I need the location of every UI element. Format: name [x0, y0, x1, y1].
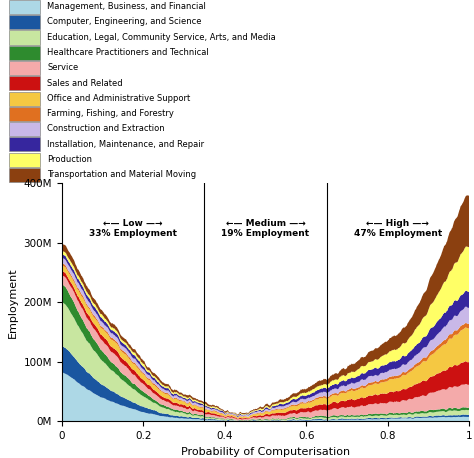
Text: Healthcare Practitioners and Technical: Healthcare Practitioners and Technical [47, 48, 209, 57]
FancyBboxPatch shape [9, 168, 40, 182]
FancyBboxPatch shape [9, 31, 40, 44]
Text: Computer, Engineering, and Science: Computer, Engineering, and Science [47, 17, 202, 27]
Text: Production: Production [47, 155, 92, 164]
FancyBboxPatch shape [9, 107, 40, 121]
FancyBboxPatch shape [9, 76, 40, 90]
Text: Office and Administrative Support: Office and Administrative Support [47, 94, 191, 103]
FancyBboxPatch shape [9, 153, 40, 167]
FancyBboxPatch shape [9, 61, 40, 75]
Text: Installation, Maintenance, and Repair: Installation, Maintenance, and Repair [47, 140, 204, 148]
FancyBboxPatch shape [9, 0, 40, 14]
FancyBboxPatch shape [9, 92, 40, 106]
FancyBboxPatch shape [9, 46, 40, 60]
Text: Sales and Related: Sales and Related [47, 79, 123, 87]
Y-axis label: Employment: Employment [8, 267, 18, 338]
Text: Transportation and Material Moving: Transportation and Material Moving [47, 170, 197, 179]
FancyBboxPatch shape [9, 15, 40, 29]
Text: Education, Legal, Community Service, Arts, and Media: Education, Legal, Community Service, Art… [47, 33, 276, 42]
Text: ←— Low —→
33% Employment: ←— Low —→ 33% Employment [89, 219, 177, 238]
X-axis label: Probability of Computerisation: Probability of Computerisation [181, 447, 350, 457]
FancyBboxPatch shape [9, 137, 40, 152]
Text: Farming, Fishing, and Forestry: Farming, Fishing, and Forestry [47, 109, 174, 118]
Text: Management, Business, and Financial: Management, Business, and Financial [47, 2, 206, 11]
Text: Service: Service [47, 63, 79, 72]
Text: ←— High —→
47% Employment: ←— High —→ 47% Employment [354, 219, 442, 238]
FancyBboxPatch shape [9, 122, 40, 136]
Text: Construction and Extraction: Construction and Extraction [47, 125, 165, 133]
Text: ←— Medium —→
19% Employment: ←— Medium —→ 19% Employment [221, 219, 310, 238]
